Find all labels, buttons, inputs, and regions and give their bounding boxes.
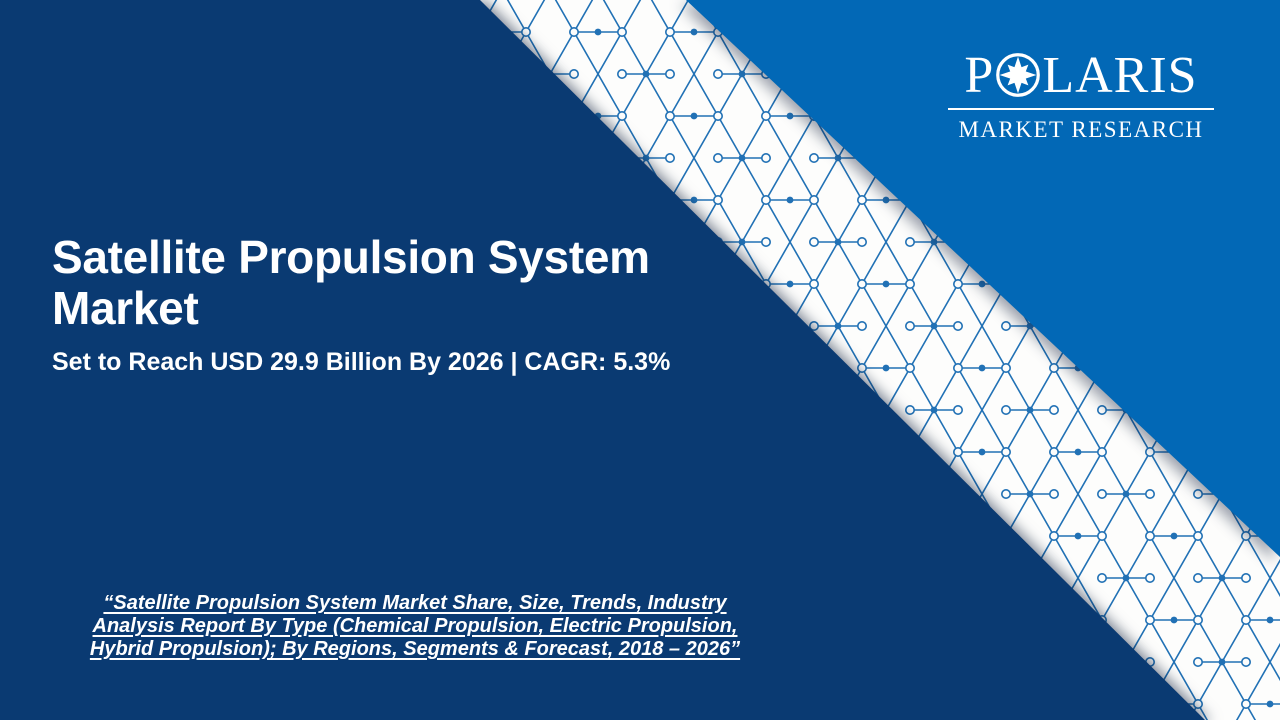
compass-star-icon	[996, 53, 1041, 97]
report-citation: “Satellite Propulsion System Market Shar…	[35, 592, 795, 661]
page-title: Satellite Propulsion System Market	[52, 232, 650, 334]
brand-prefix: P	[964, 47, 995, 104]
citation-line-3: Hybrid Propulsion); By Regions, Segments…	[89, 638, 741, 660]
logo-divider	[948, 108, 1214, 110]
polaris-logo: P LARIS MARKET RESEARCH	[948, 50, 1214, 143]
title-line-1: Satellite Propulsion System	[52, 231, 650, 283]
citation-line-2: Analysis Report By Type (Chemical Propul…	[92, 615, 738, 637]
logo-tagline: MARKET RESEARCH	[958, 117, 1204, 142]
subtitle: Set to Reach USD 29.9 Billion By 2026 | …	[52, 348, 671, 376]
title-line-2: Market	[52, 282, 199, 334]
brand-wordmark: P LARIS	[948, 50, 1214, 102]
citation-line-1: “Satellite Propulsion System Market Shar…	[103, 592, 727, 614]
brand-suffix: LARIS	[1042, 47, 1198, 104]
